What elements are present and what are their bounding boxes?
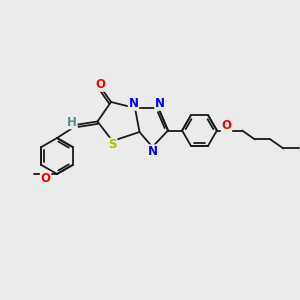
Text: O: O <box>221 119 232 133</box>
Text: H: H <box>67 116 77 129</box>
Text: N: N <box>155 97 165 110</box>
Text: O: O <box>95 78 106 91</box>
Text: N: N <box>147 145 158 158</box>
Text: O: O <box>40 172 51 185</box>
Text: S: S <box>108 138 117 152</box>
Text: N: N <box>128 97 139 110</box>
